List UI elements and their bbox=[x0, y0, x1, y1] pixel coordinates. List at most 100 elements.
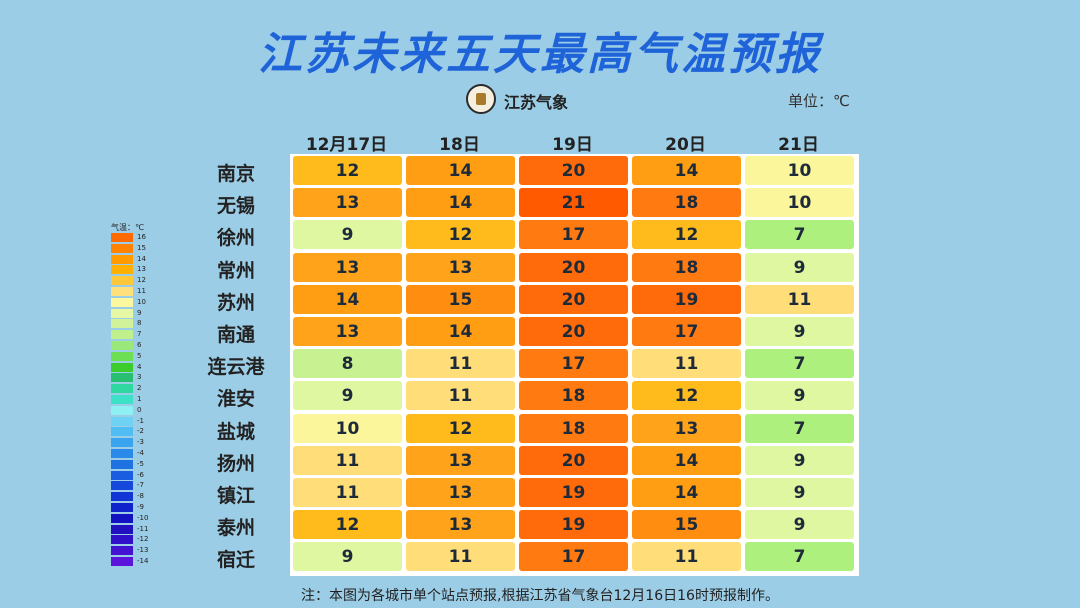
legend-label: -9 bbox=[137, 503, 144, 511]
temperature-cell: 12 bbox=[293, 156, 402, 185]
temperature-cell: 11 bbox=[406, 349, 515, 379]
legend-label: -6 bbox=[137, 470, 144, 479]
temperature-cell: 14 bbox=[632, 478, 741, 507]
temperature-cell: 13 bbox=[406, 510, 515, 540]
logo-text: 江苏气象 bbox=[504, 93, 569, 112]
temperature-cell: 11 bbox=[745, 284, 854, 314]
legend-swatch bbox=[111, 265, 133, 275]
legend-label: 16 bbox=[137, 233, 146, 241]
temperature-cell: 18 bbox=[519, 413, 628, 443]
temperature-cell: 7 bbox=[745, 349, 854, 379]
temperature-cell: 11 bbox=[293, 478, 402, 507]
temperature-cell: 14 bbox=[406, 188, 515, 218]
temperature-cell: 9 bbox=[293, 220, 402, 250]
legend-label: 6 bbox=[137, 341, 142, 349]
city-label: 南京 bbox=[216, 163, 255, 185]
legend-label: -11 bbox=[137, 524, 149, 533]
legend-swatch bbox=[111, 308, 133, 318]
temperature-cell: 17 bbox=[519, 220, 628, 250]
column-header: 21日 bbox=[778, 135, 819, 155]
temperature-cell: 20 bbox=[519, 156, 628, 185]
legend-label: 10 bbox=[137, 297, 146, 306]
legend-label: -2 bbox=[137, 427, 144, 436]
legend-label: 15 bbox=[137, 243, 146, 252]
temperature-cell: 9 bbox=[293, 542, 402, 572]
legend-swatch bbox=[111, 524, 133, 534]
column-header: 18日 bbox=[439, 135, 480, 155]
temperature-cell: 14 bbox=[406, 156, 515, 185]
temperature-cell: 14 bbox=[632, 445, 741, 475]
legend-swatch bbox=[111, 287, 133, 296]
legend-swatch bbox=[111, 233, 133, 242]
legend-swatch bbox=[111, 459, 133, 469]
legend-label: 4 bbox=[137, 362, 142, 371]
temperature-cell: 13 bbox=[406, 478, 515, 507]
temperature-cell: 19 bbox=[632, 284, 741, 314]
temperature-cell: 12 bbox=[632, 220, 741, 250]
footnote: 注：本图为各城市单个站点预报,根据江苏省气象台12月16日16时预报制作。 bbox=[301, 588, 779, 604]
temperature-cell: 13 bbox=[293, 252, 402, 282]
city-label: 苏州 bbox=[216, 291, 255, 314]
unit-label: 单位：℃ bbox=[788, 92, 850, 110]
legend-swatch bbox=[111, 373, 133, 383]
column-header: 20日 bbox=[665, 135, 706, 155]
temperature-cell: 10 bbox=[293, 413, 402, 443]
temperature-cell: 14 bbox=[632, 156, 741, 185]
column-header: 19日 bbox=[552, 135, 593, 155]
temperature-cell: 7 bbox=[745, 220, 854, 250]
legend-swatch bbox=[111, 341, 133, 350]
legend-label: 3 bbox=[137, 373, 142, 382]
column-header: 12月17日 bbox=[305, 135, 388, 155]
temperature-cell: 7 bbox=[745, 413, 854, 443]
temperature-cell: 11 bbox=[632, 349, 741, 379]
temperature-cell: 20 bbox=[519, 252, 628, 282]
legend-label: -7 bbox=[137, 481, 144, 490]
forecast-grid: 12 14 20 14 10 13 14 21 18 10 9 12 17 12 7 13 13 20 18 9 14 1… bbox=[290, 154, 859, 576]
legend-swatch bbox=[111, 513, 133, 523]
temperature-cell: 18 bbox=[519, 381, 628, 411]
temperature-cell: 9 bbox=[745, 510, 854, 540]
temperature-cell: 10 bbox=[745, 188, 854, 218]
legend-swatch bbox=[111, 254, 133, 264]
legend-swatch bbox=[111, 481, 133, 491]
temperature-cell: 11 bbox=[406, 381, 515, 411]
city-label: 泰州 bbox=[216, 517, 255, 540]
legend-swatch bbox=[111, 470, 133, 480]
legend-title: 气温：℃ bbox=[111, 223, 144, 232]
temperature-cell: 12 bbox=[293, 510, 402, 540]
temperature-cell: 14 bbox=[406, 317, 515, 346]
legend-label: 8 bbox=[137, 319, 142, 328]
temperature-cell: 9 bbox=[745, 317, 854, 346]
city-label: 扬州 bbox=[216, 452, 255, 475]
temperature-cell: 15 bbox=[406, 284, 515, 314]
temperature-cell: 9 bbox=[293, 381, 402, 411]
temperature-cell: 9 bbox=[745, 252, 854, 282]
legend-label: -8 bbox=[137, 492, 144, 501]
legend-swatch bbox=[111, 351, 133, 361]
legend-swatch bbox=[111, 546, 133, 556]
temperature-cell: 12 bbox=[632, 381, 741, 411]
legend-swatch bbox=[111, 297, 133, 307]
legend-label: -12 bbox=[137, 535, 149, 544]
temperature-cell: 14 bbox=[293, 284, 402, 314]
legend-label: -1 bbox=[137, 416, 144, 425]
temperature-cell: 7 bbox=[745, 542, 854, 572]
legend-swatch bbox=[111, 276, 133, 286]
temperature-cell: 13 bbox=[406, 445, 515, 475]
temperature-cell: 13 bbox=[293, 317, 402, 346]
temperature-cell: 19 bbox=[519, 478, 628, 507]
legend-swatch bbox=[111, 503, 133, 512]
legend-swatch bbox=[111, 319, 133, 329]
legend-label: 12 bbox=[137, 276, 146, 285]
temperature-cell: 11 bbox=[632, 542, 741, 572]
legend-label: -3 bbox=[137, 438, 144, 447]
legend-label: -5 bbox=[137, 459, 144, 468]
temperature-cell: 11 bbox=[293, 445, 402, 475]
legend-label: 11 bbox=[137, 287, 146, 295]
legend-swatch bbox=[111, 438, 133, 448]
legend-swatch bbox=[111, 557, 133, 566]
legend-label: 14 bbox=[137, 254, 146, 263]
legend-swatch bbox=[111, 427, 133, 437]
legend-label: 1 bbox=[137, 395, 142, 403]
legend-swatch bbox=[111, 492, 133, 502]
